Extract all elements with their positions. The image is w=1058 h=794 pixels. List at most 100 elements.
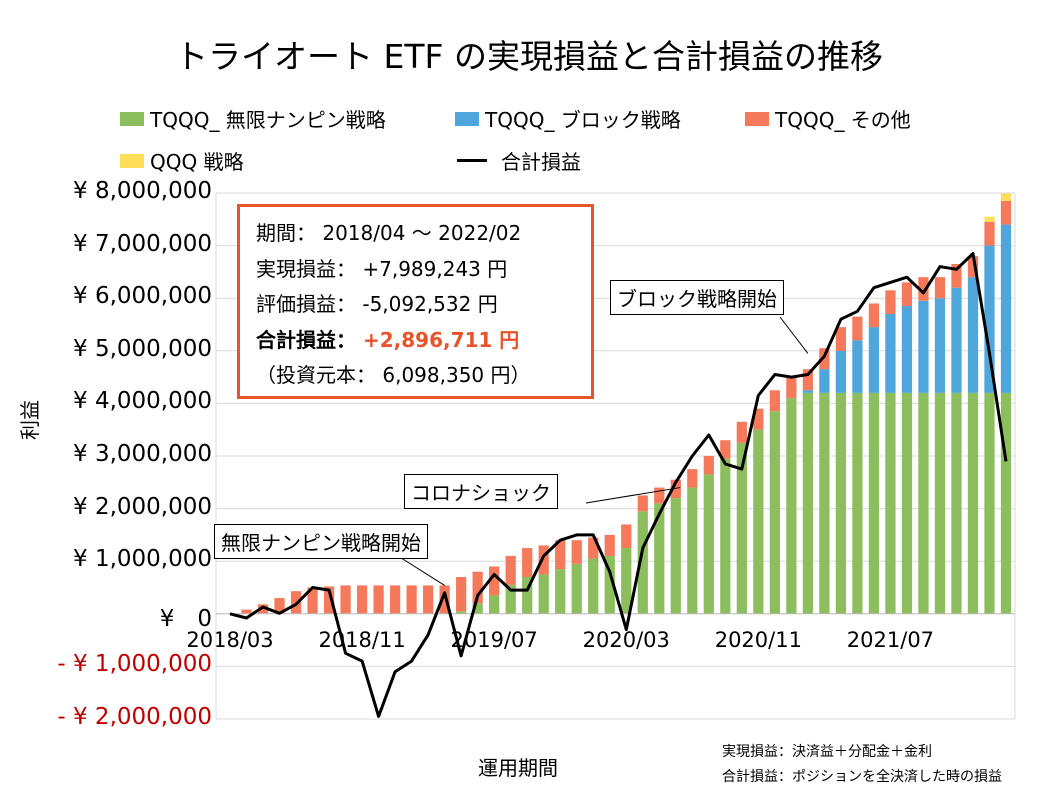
y-tick-label-2: ¥ 6,000,000 xyxy=(73,283,212,310)
summary-realized: 実現損益： +7,989,243 円 xyxy=(256,256,508,281)
bar-2021-03-s0 xyxy=(819,392,830,614)
y-tick-label-1: ¥ 7,000,000 xyxy=(73,230,212,257)
bar-2021-07-s1 xyxy=(885,313,896,393)
bar-2021-01-s0 xyxy=(786,398,797,614)
bar-2019-05-s0 xyxy=(456,611,467,614)
y-tick-label-0: ¥ 8,000,000 xyxy=(73,178,212,204)
bar-2018-09-s2 xyxy=(323,586,335,614)
bar-2021-10-s0 xyxy=(934,392,946,614)
callout-nanpin-start: 無限ナンピン戦略開始 xyxy=(214,524,428,559)
bar-2018-10-s2 xyxy=(340,585,351,614)
bar-2019-07-s2 xyxy=(489,566,500,596)
legend-item-qqq: QQQ 戦略 xyxy=(120,146,244,175)
callout-nanpin-leader xyxy=(397,555,445,586)
bar-2021-10-s1 xyxy=(934,298,946,393)
bar-2021-02-s0 xyxy=(802,392,813,614)
bar-2019-01-s2 xyxy=(389,585,401,614)
bar-2021-05-s0 xyxy=(852,392,863,614)
bar-2020-02-s2 xyxy=(604,534,615,556)
x-tick-label-3: 2020/03 xyxy=(582,628,670,652)
bar-2021-09-s1 xyxy=(918,300,929,393)
legend-swatch-nanpin xyxy=(120,111,144,126)
legend-label-other: TQQQ_ その他 xyxy=(775,108,911,132)
bar-2019-05-s2 xyxy=(456,576,467,612)
bar-2021-06-s0 xyxy=(868,392,880,614)
bar-2021-07-s0 xyxy=(885,392,896,614)
bar-2020-01-s2 xyxy=(588,537,599,559)
bar-2019-10-s0 xyxy=(538,574,549,614)
bar-2021-12-s1 xyxy=(967,277,979,393)
bar-2019-04-s2 xyxy=(439,585,450,614)
summary-total-value: +2,896,711 円 xyxy=(362,327,520,352)
bar-2021-08-s1 xyxy=(901,306,913,393)
chart-title: トライオート ETF の実現損益と合計損益の推移 xyxy=(175,37,883,76)
bar-2020-06-s2 xyxy=(670,479,681,499)
bar-2018-12-s2 xyxy=(373,585,384,614)
bar-2020-09-s0 xyxy=(720,458,731,614)
legend-swatch-block xyxy=(455,111,479,126)
bar-2021-06-s1 xyxy=(868,327,880,393)
bar-2020-08-s2 xyxy=(703,456,714,475)
bar-2021-07-s2 xyxy=(885,290,896,314)
x-tick-label-5: 2021/07 xyxy=(846,628,935,652)
bar-2021-02-s2 xyxy=(802,369,813,391)
bar-2021-11-s0 xyxy=(951,392,962,614)
bar-2020-06-s0 xyxy=(670,498,681,614)
bar-2022-02-s0 xyxy=(1000,392,1012,614)
bar-2019-10-s2 xyxy=(538,545,549,575)
bar-2020-11-s0 xyxy=(753,429,764,614)
bar-2021-12-s0 xyxy=(967,392,979,614)
bar-2019-11-s2 xyxy=(555,540,566,570)
callout-corona: コロナショック xyxy=(404,474,558,509)
bar-2018-06-s2 xyxy=(274,598,285,614)
legend-swatch-other xyxy=(745,111,769,126)
y-tick-label-7: ¥ 1,000,000 xyxy=(73,546,212,573)
bar-2021-09-s0 xyxy=(918,392,929,614)
bar-2022-02-s2 xyxy=(1000,200,1012,225)
bar-2020-12-s2 xyxy=(769,390,780,412)
bar-2021-08-s0 xyxy=(901,392,913,614)
bar-2019-09-s2 xyxy=(522,548,533,577)
bar-2021-01-s2 xyxy=(786,377,797,399)
legend-label-qqq: QQQ 戦略 xyxy=(150,150,244,174)
bar-2022-01-s1 xyxy=(984,245,995,393)
legend-label-total: 合計損益 xyxy=(501,150,581,174)
bar-2019-09-s0 xyxy=(522,576,533,614)
legend-label-nanpin: TQQQ_ 無限ナンピン戦略 xyxy=(150,108,386,132)
bar-2021-04-s2 xyxy=(835,327,847,351)
summary-total: 合計損益： +2,896,711 円 xyxy=(256,323,575,359)
bar-2021-12-s2 xyxy=(967,256,979,278)
legend-swatch-qqq xyxy=(120,153,144,168)
bar-2019-06-s2 xyxy=(472,571,483,604)
note-total-def: 合計損益：ポジションを全決済した時の損益 xyxy=(722,769,1002,785)
bar-2019-11-s0 xyxy=(555,569,566,614)
y-tick-label-6: ¥ 2,000,000 xyxy=(73,493,212,520)
legend-item-total-line: 合計損益 xyxy=(457,146,581,175)
bar-2018-05-s2 xyxy=(257,604,269,614)
bar-2021-02-s1 xyxy=(802,390,813,393)
x-axis-title: 運用期間 xyxy=(478,756,558,780)
callout-corona-leader xyxy=(585,487,681,504)
bar-2020-07-s2 xyxy=(687,469,698,488)
summary-total-label: 合計損益： xyxy=(256,327,356,352)
bar-2020-11-s2 xyxy=(753,408,764,430)
y-tick-label-3: ¥ 5,000,000 xyxy=(73,335,212,362)
bar-2021-04-s0 xyxy=(835,392,847,614)
bar-2019-08-s2 xyxy=(505,555,516,585)
x-tick-label-4: 2020/11 xyxy=(714,628,802,652)
summary-period: 期間： 2018/04 ～ 2022/02 xyxy=(256,221,522,245)
total-pl-line xyxy=(229,252,1008,718)
bar-2019-07-s0 xyxy=(489,595,500,614)
bar-2021-03-s1 xyxy=(819,369,830,393)
bar-2021-10-s2 xyxy=(934,277,946,299)
bar-2020-03-s0 xyxy=(621,548,632,614)
bar-2022-02-s1 xyxy=(1000,224,1012,393)
bar-2020-03-s2 xyxy=(621,524,632,549)
bar-2020-10-s2 xyxy=(736,421,747,443)
callout-block-start: ブロック戦略開始 xyxy=(610,280,784,315)
y-tick-label-10: - ¥ 2,000,000 xyxy=(57,704,212,730)
legend-item-nanpin: TQQQ_ 無限ナンピン戦略 xyxy=(120,104,386,133)
legend-label-block: TQQQ_ ブロック戦略 xyxy=(485,108,681,132)
bar-2020-05-s2 xyxy=(654,487,665,504)
